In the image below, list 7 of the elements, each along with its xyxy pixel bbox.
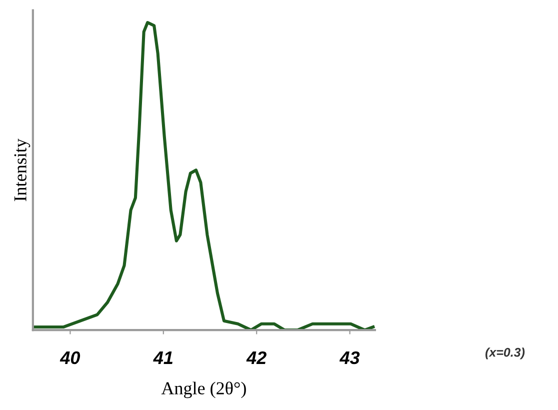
x-tick-label: 41 bbox=[153, 352, 172, 364]
x-tick-label: 40 bbox=[60, 351, 80, 364]
x-axis-title: Angle (2θ°) bbox=[161, 382, 246, 398]
x-tick-label: 43 bbox=[339, 351, 360, 364]
x-tick-label: 42 bbox=[246, 351, 266, 364]
y-axis-title: Intensity bbox=[14, 138, 30, 202]
text: (x=0.3) bbox=[485, 348, 525, 360]
